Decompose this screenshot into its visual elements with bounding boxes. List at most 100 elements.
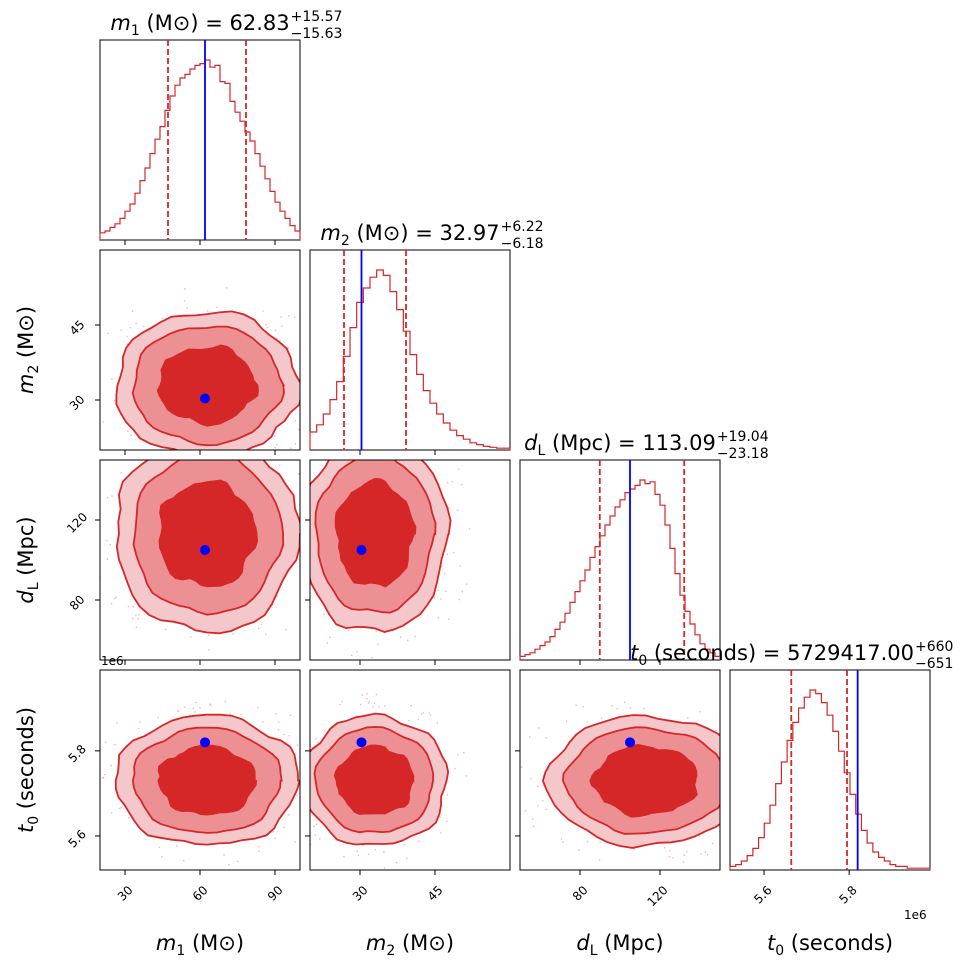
scatter-point: [283, 733, 286, 736]
scatter-point: [126, 343, 128, 345]
scatter-point: [528, 736, 531, 738]
scatter-point: [291, 808, 293, 810]
scatter-point: [446, 482, 449, 484]
scatter-point: [682, 861, 685, 863]
contour-inner: [156, 344, 259, 427]
scatter-point: [305, 475, 307, 477]
scatter-point: [773, 795, 775, 797]
scatter-point: [346, 444, 348, 446]
scatter-point: [374, 848, 377, 851]
y-axis-label-t0: t0 (seconds): [14, 707, 42, 833]
contour-inner: [334, 477, 417, 588]
scatter-point: [113, 597, 116, 600]
scatter-point: [314, 834, 317, 836]
scatter-point: [232, 633, 235, 635]
scatter-point: [277, 729, 280, 731]
scatter-point: [137, 727, 140, 730]
scatter-point: [672, 857, 674, 859]
scatter-point: [93, 351, 95, 353]
scatter-point: [403, 843, 405, 846]
scatter-point: [343, 855, 345, 858]
scatter-point: [303, 763, 305, 765]
scatter-point: [274, 446, 276, 449]
scatter-point: [560, 838, 563, 840]
scatter-point: [417, 718, 420, 721]
scatter-point: [307, 343, 309, 345]
scatter-point: [164, 628, 167, 631]
scatter-point: [222, 455, 224, 457]
scatter-point: [303, 761, 305, 763]
scatter-point: [271, 446, 273, 448]
scatter-point: [210, 704, 212, 707]
title-plus-t0: +660: [915, 639, 953, 655]
scatter-point: [433, 596, 436, 599]
scatter-point: [371, 430, 373, 432]
scatter-point: [105, 539, 108, 542]
scatter-point: [616, 707, 619, 710]
scatter-point: [115, 596, 117, 599]
scatter-point: [436, 722, 439, 724]
scatter-point: [120, 806, 123, 809]
scatter-point: [104, 741, 107, 743]
panel-dL-vs-m2: [304, 409, 471, 659]
truth-point: [200, 393, 210, 404]
scatter-point: [537, 727, 540, 729]
scatter-point: [736, 758, 738, 760]
scatter-point: [516, 792, 518, 794]
scatter-point: [356, 650, 358, 653]
scatter-point: [274, 329, 277, 332]
scatter-point: [313, 348, 315, 350]
x-tick-label-m1-2: 90: [265, 883, 286, 904]
scatter-point: [356, 850, 359, 852]
scatter-point: [392, 409, 394, 411]
scatter-point: [720, 712, 722, 714]
truth-point: [200, 737, 210, 748]
scatter-point: [514, 763, 516, 765]
scatter-point: [296, 744, 299, 746]
scatter-point: [359, 703, 362, 706]
scatter-point: [435, 457, 437, 459]
scatter-point: [312, 374, 314, 376]
scatter-point: [127, 605, 130, 608]
scatter-point: [300, 329, 302, 331]
scatter-point: [224, 700, 227, 703]
scatter-point: [446, 553, 448, 556]
scatter-point: [582, 705, 584, 708]
y-tick-label-t0-0: 5.6: [65, 827, 88, 850]
scatter-point: [111, 495, 113, 497]
scatter-point: [164, 458, 166, 460]
scatter-point: [530, 777, 532, 780]
scatter-point: [565, 720, 568, 723]
scatter-point: [267, 451, 269, 453]
scatter-point: [315, 823, 318, 826]
scatter-point: [610, 705, 613, 707]
scatter-point: [106, 558, 109, 560]
scatter-point: [341, 700, 344, 703]
scatter-point: [668, 855, 671, 858]
scatter-point: [405, 857, 408, 860]
x-tick-label-dL-1: 120: [645, 883, 671, 909]
scatter-point: [323, 613, 325, 616]
scatter-point: [130, 434, 132, 437]
scatter-point: [575, 704, 578, 707]
scatter-point: [279, 339, 281, 342]
scatter-point: [545, 736, 548, 739]
scatter-point: [175, 845, 178, 847]
scatter-point: [721, 850, 723, 852]
hist-m1: [99, 59, 301, 240]
scatter-point: [113, 399, 116, 402]
scatter-point: [371, 656, 373, 659]
scatter-point: [127, 430, 129, 433]
scatter-point: [135, 323, 137, 325]
scatter-point: [308, 419, 310, 421]
panel-frame: [519, 669, 721, 871]
scatter-point: [395, 861, 398, 864]
scatter-point: [304, 580, 306, 582]
scatter-point: [428, 712, 431, 714]
scatter-point: [318, 838, 321, 840]
scatter-point: [209, 703, 212, 706]
scatter-point: [711, 842, 714, 845]
scatter-point: [370, 456, 372, 458]
scatter-point: [288, 734, 291, 737]
scatter-point: [135, 614, 137, 617]
